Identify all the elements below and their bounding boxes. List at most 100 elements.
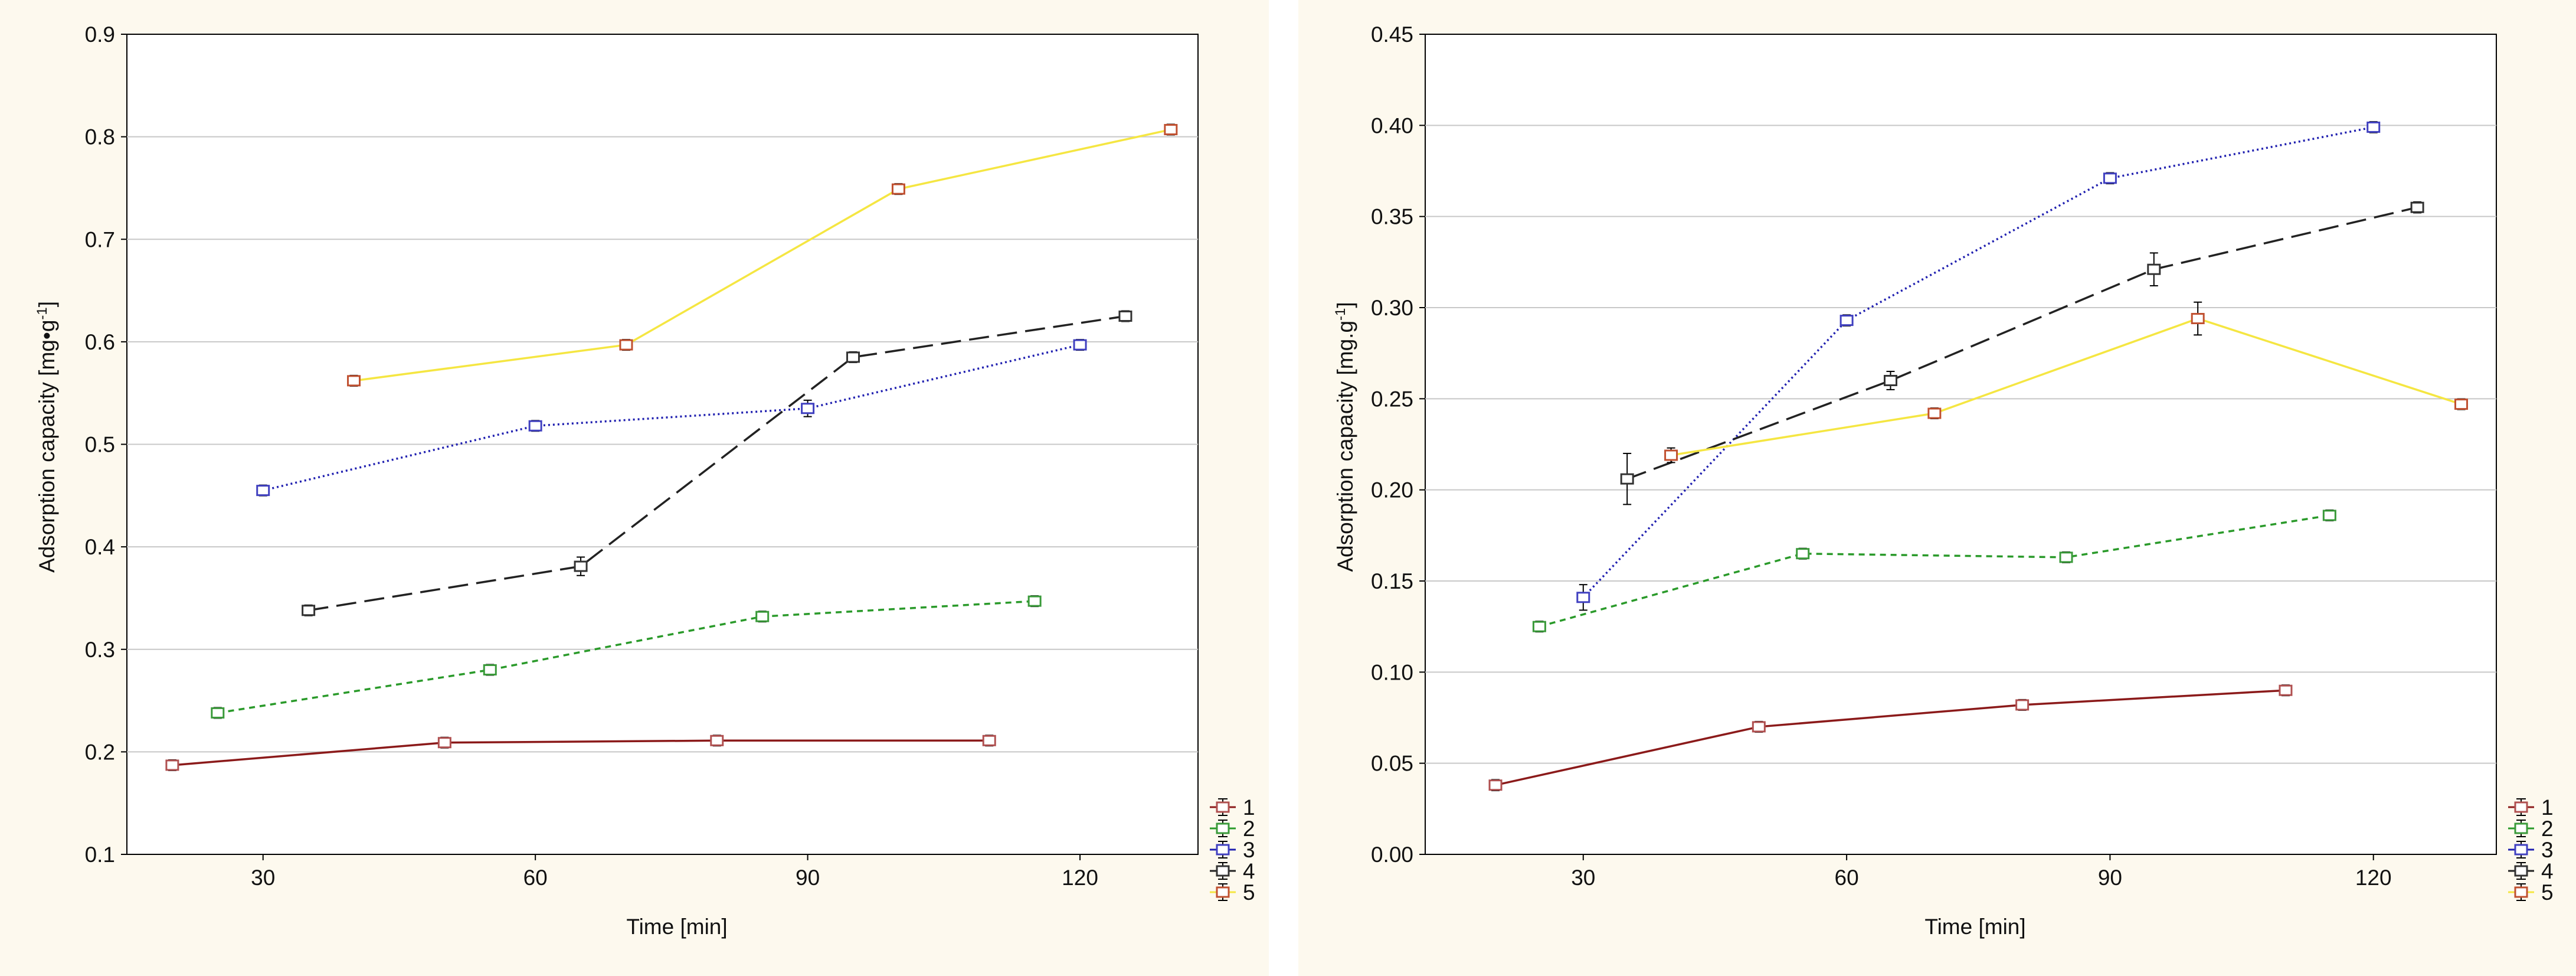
data-marker [1073, 339, 1087, 351]
y-tick-label: 0.9 [85, 22, 115, 47]
series-1-line [172, 739, 990, 766]
data-marker [755, 611, 770, 622]
series-5-point [2191, 301, 2205, 336]
series-5-point [1164, 123, 1178, 136]
data-marker [302, 605, 316, 616]
data-marker [1532, 621, 1546, 632]
legend-marker [1216, 822, 1230, 834]
series-3-point [1576, 584, 1590, 611]
legend-label: 5 [1243, 880, 1255, 905]
legend-marker [2514, 822, 2528, 834]
series-3-line [263, 344, 1081, 492]
series-2-point [1796, 547, 1810, 560]
series-5-point [1664, 447, 1678, 463]
data-marker [801, 403, 815, 414]
series-4-point [2147, 252, 2161, 286]
y-tick-label: 0.15 [1371, 569, 1413, 593]
data-marker [619, 339, 633, 351]
data-marker [2454, 399, 2468, 410]
series-1-point [982, 735, 996, 747]
y-tick-label: 0.1 [85, 843, 115, 867]
series-5-point [891, 183, 905, 195]
data-marker [2103, 172, 2117, 184]
series-2-point [1532, 621, 1546, 633]
legend-marker [2514, 844, 2528, 856]
series-1-point [2279, 684, 2293, 697]
series-3-point [1839, 314, 1854, 327]
legend-label: 5 [2541, 880, 2554, 905]
series-2-point [211, 707, 225, 719]
legend-label: 2 [1243, 817, 1255, 841]
legend-marker [1216, 844, 1230, 856]
data-marker [256, 485, 270, 497]
data-marker [347, 375, 361, 387]
y-tick-label: 0.10 [1371, 660, 1413, 684]
data-marker [2059, 551, 2073, 563]
series-4-point [1620, 452, 1634, 505]
x-axis-label: Time [min] [626, 915, 727, 939]
legend-label: 4 [1243, 859, 1255, 883]
y-tick-label: 0.25 [1371, 387, 1413, 411]
data-marker [846, 351, 860, 363]
data-marker [1883, 374, 1897, 386]
y-tick-label: 0.5 [85, 433, 115, 457]
data-marker [891, 183, 905, 195]
series-2-point [2059, 551, 2073, 563]
data-marker [1164, 123, 1178, 135]
legend-label: 2 [2541, 817, 2554, 841]
y-tick-label: 0.35 [1371, 205, 1413, 229]
legend-label: 4 [2541, 859, 2554, 883]
y-tick-label: 0.2 [85, 740, 115, 764]
series-3-point [801, 399, 815, 417]
legend-label: 3 [1243, 838, 1255, 862]
data-marker [1839, 315, 1854, 327]
data-marker [1927, 407, 1942, 419]
data-marker [710, 735, 724, 746]
legend-item-1: 1 [2508, 795, 2554, 820]
data-marker [2366, 121, 2381, 133]
series-3-point [528, 420, 542, 432]
series-5-line [353, 128, 1171, 382]
series-1-line [1495, 689, 2286, 786]
y-tick-label: 0.7 [85, 227, 115, 252]
data-marker [2279, 684, 2293, 696]
legend-item-2: 2 [2508, 817, 2554, 841]
y-tick-label: 0.3 [85, 638, 115, 662]
series-4-point [2410, 201, 2424, 214]
data-marker [2147, 263, 2161, 275]
chart-left: 0.1 0.2 0.3 0.4 0.5 0.6 0.7 0.8 0.9 30 60 90 120 123… [34, 22, 1255, 939]
legend-item-5: 5 [2508, 880, 2554, 905]
data-marker [483, 664, 497, 675]
y-tick-label: 0.8 [85, 125, 115, 149]
series-3-point [2366, 121, 2381, 133]
series-1-point [710, 735, 724, 747]
x-tick-label: 90 [796, 866, 820, 890]
legend-label: 3 [2541, 838, 2554, 862]
series-3-point [2103, 172, 2117, 185]
y-tick-label: 0.40 [1371, 113, 1413, 138]
legend-marker [1216, 865, 1230, 877]
series-2-point [1027, 595, 1042, 608]
x-tick-label: 120 [2355, 866, 2392, 890]
data-marker [211, 707, 225, 719]
legend-item-1: 1 [1210, 795, 1255, 820]
y-tick-label: 0.4 [85, 535, 115, 559]
legend-marker [2514, 801, 2528, 813]
series-5-point [619, 339, 633, 351]
legend-item-3: 3 [1210, 838, 1255, 862]
legend-marker [1216, 886, 1230, 898]
y-tick-label: 0.30 [1371, 296, 1413, 320]
series-5-point [347, 374, 361, 387]
y-tick-label: 0.05 [1371, 752, 1413, 776]
data-marker [1576, 592, 1590, 603]
data-marker [165, 759, 179, 771]
data-marker [2410, 201, 2424, 213]
legend-item-4: 4 [1210, 859, 1255, 883]
x-tick-label: 60 [523, 866, 548, 890]
series-2-line [1539, 514, 2330, 628]
y-tick-label: 0.00 [1371, 843, 1413, 867]
x-tick-label: 30 [251, 866, 275, 890]
series-4-point [846, 351, 860, 363]
series-4-point [302, 604, 316, 616]
